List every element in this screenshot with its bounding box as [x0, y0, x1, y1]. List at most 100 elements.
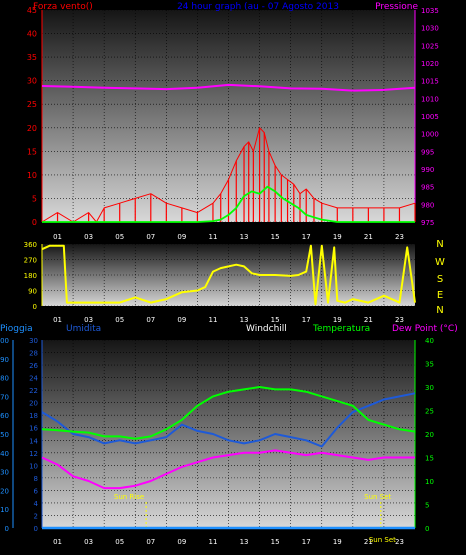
wind-panel-xtick-label: 21 — [364, 233, 373, 241]
humidity-ytick-label: 24 — [29, 375, 38, 383]
pressure-ytick-label: 995 — [421, 148, 434, 156]
wind-axis-title: Forza vento() — [33, 2, 93, 12]
wind-ytick-label: 0 — [32, 218, 37, 227]
temp-panel-xtick-label: 11 — [208, 538, 217, 546]
humidity-ytick-label: 30 — [29, 337, 38, 345]
rain-ytick-label: 60 — [0, 412, 9, 420]
temp-panel-xtick-label: 09 — [177, 538, 186, 546]
temp-panel-xtick-label: 17 — [302, 538, 311, 546]
wind-ytick-label: 25 — [27, 100, 37, 109]
temp-ytick-label: 40 — [425, 337, 434, 345]
temp-ytick-label: 25 — [425, 408, 434, 416]
wind-panel-xtick-label: 03 — [84, 233, 93, 241]
direction-panel-xtick-label: 07 — [146, 316, 155, 324]
humidity-ytick-label: 6 — [34, 487, 39, 495]
temp-panel-xtick-label: 21 — [364, 538, 373, 546]
rain-ytick-label: 70 — [0, 393, 9, 401]
humidity-ytick-label: 4 — [34, 500, 39, 508]
rain-ytick-label: 80 — [0, 375, 9, 383]
temp-panel-xtick-label: 19 — [333, 538, 342, 546]
pressure-ytick-label: 1000 — [421, 131, 439, 139]
sun-annotation: Sun Set — [364, 493, 391, 501]
wind-panel-xtick-label: 11 — [208, 233, 217, 241]
direction-ytick-label: 360 — [24, 241, 37, 249]
rain-ytick-label: 50 — [0, 431, 9, 439]
direction-panel-xtick-label: 13 — [240, 316, 249, 324]
humidity-ytick-label: 28 — [29, 350, 38, 358]
humidity-ytick-label: 12 — [29, 450, 38, 458]
rain-ytick-label: 20 — [0, 487, 9, 495]
temp-ytick-label: 5 — [425, 502, 429, 510]
temp-ytick-label: 30 — [425, 384, 434, 392]
temp-ytick-label: 0 — [425, 525, 429, 533]
direction-ytick-label: 90 — [28, 288, 37, 296]
humidity-ytick-label: 14 — [29, 437, 38, 445]
wind-ytick-label: 30 — [27, 77, 37, 86]
wind-panel-xtick-label: 15 — [271, 233, 280, 241]
dewpoint-line — [41, 449, 415, 490]
wind-panel-xtick-label: 05 — [115, 233, 124, 241]
direction-panel-xtick-label: 17 — [302, 316, 311, 324]
direction-panel-xtick-label: 23 — [395, 316, 404, 324]
direction-panel-xtick-label: 19 — [333, 316, 342, 324]
direction-panel-xtick-label: 11 — [208, 316, 217, 324]
humidity-ytick-label: 20 — [29, 400, 38, 408]
wind-panel-xtick-label: 23 — [395, 233, 404, 241]
humidity-line — [41, 392, 416, 448]
temp-ytick-label: 10 — [425, 478, 434, 486]
wind-panel-xtick-label: 17 — [302, 233, 311, 241]
avg-wind-line — [42, 185, 415, 223]
sun-annotation: Sun Set — [369, 536, 396, 544]
rain-ytick-label: 0 — [5, 525, 9, 533]
direction-panel-xtick-label: 21 — [364, 316, 373, 324]
compass-label: W — [435, 257, 445, 268]
wind-ytick-label: 10 — [27, 171, 37, 180]
direction-panel-xtick-label: 05 — [115, 316, 124, 324]
rain-ytick-label: 40 — [0, 450, 9, 458]
legend-item: Dew Point (°C) — [392, 324, 458, 334]
temp-panel-xtick-label: 05 — [115, 538, 124, 546]
pressure-ytick-label: 1020 — [421, 60, 439, 68]
compass-label: N — [436, 239, 443, 250]
direction-ytick-label: 270 — [24, 257, 37, 265]
pressure-ytick-label: 1005 — [421, 113, 439, 121]
direction-panel-xtick-label: 15 — [271, 316, 280, 324]
temp-panel-xtick-label: 07 — [146, 538, 155, 546]
humidity-ytick-label: 8 — [34, 475, 38, 483]
pressure-ytick-label: 985 — [421, 184, 434, 192]
humidity-ytick-label: 22 — [29, 387, 38, 395]
legend-item: Temperatura — [312, 324, 370, 334]
direction-line — [41, 244, 416, 306]
direction-panel-xtick-label: 01 — [53, 316, 62, 324]
humidity-ytick-label: 10 — [29, 462, 38, 470]
wind-panel-xtick-label: 13 — [240, 233, 249, 241]
pressure-ytick-label: 1010 — [421, 95, 439, 103]
wind-panel-xtick-label: 09 — [177, 233, 186, 241]
legend-item: Pioggia — [0, 324, 33, 334]
compass-label: E — [437, 290, 443, 301]
legend-item: Windchill — [246, 324, 287, 334]
direction-ytick-label: 0 — [33, 303, 37, 311]
wind-panel-xtick-label: 07 — [146, 233, 155, 241]
direction-ytick-label: 180 — [24, 272, 37, 280]
compass-label: N — [436, 305, 443, 316]
temperature-line — [41, 386, 416, 440]
pressure-ytick-label: 980 — [421, 201, 434, 209]
humidity-ytick-label: 18 — [29, 412, 38, 420]
rain-ytick-label: 100 — [0, 337, 9, 345]
wind-panel-xtick-label: 19 — [333, 233, 342, 241]
temp-panel-xtick-label: 01 — [53, 538, 62, 546]
chart-title: 24 hour graph (au - 07 Agosto 2013 — [177, 2, 339, 12]
temp-ytick-label: 20 — [425, 431, 434, 439]
temp-panel-xtick-label: 15 — [271, 538, 280, 546]
pressure-ytick-label: 975 — [421, 219, 434, 227]
temp-ytick-label: 35 — [425, 361, 434, 369]
wind-panel-xtick-label: 01 — [53, 233, 62, 241]
pressure-ytick-label: 1035 — [421, 7, 439, 15]
wind-ytick-label: 35 — [27, 53, 37, 62]
legend-item: Umidita — [66, 324, 101, 334]
humidity-ytick-label: 2 — [34, 512, 38, 520]
wind-ytick-label: 45 — [27, 6, 37, 15]
humidity-ytick-label: 26 — [29, 362, 38, 370]
